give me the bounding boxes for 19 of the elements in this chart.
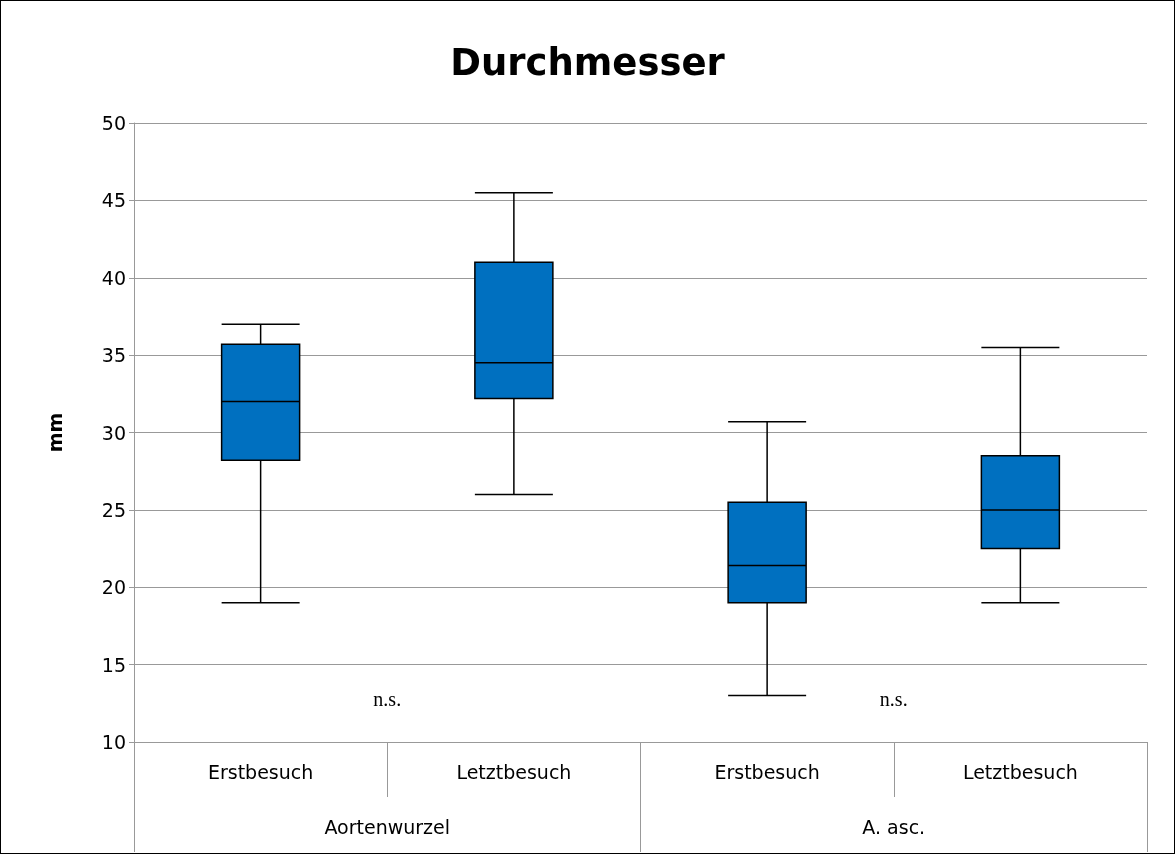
y-tick-label: 35 <box>101 344 126 367</box>
chart-title: Durchmesser <box>450 41 726 84</box>
x-tick-label: Letztbesuch <box>962 760 1078 783</box>
y-tick-label: 10 <box>101 731 126 753</box>
annotation: n.s. <box>373 688 402 710</box>
x-tick-label: Erstbesuch <box>714 760 820 783</box>
text: A. asc. <box>862 815 926 838</box>
annotation: n.s. <box>879 688 908 710</box>
y-tick-label: 50 <box>101 112 126 134</box>
x-tick-label: Letztbesuch <box>456 760 572 783</box>
y-axis-title: mm <box>43 412 66 453</box>
y-tick-label: 25 <box>101 498 126 521</box>
y-tick-label: 15 <box>101 653 126 676</box>
text: Aortenwurzel <box>324 815 451 838</box>
x-tick-label: Erstbesuch <box>207 760 314 783</box>
y-tick-label: 40 <box>101 266 126 289</box>
y-tick-label: 30 <box>101 421 126 444</box>
y-tick-label: 20 <box>101 576 126 599</box>
y-tick-label: 45 <box>101 189 126 212</box>
